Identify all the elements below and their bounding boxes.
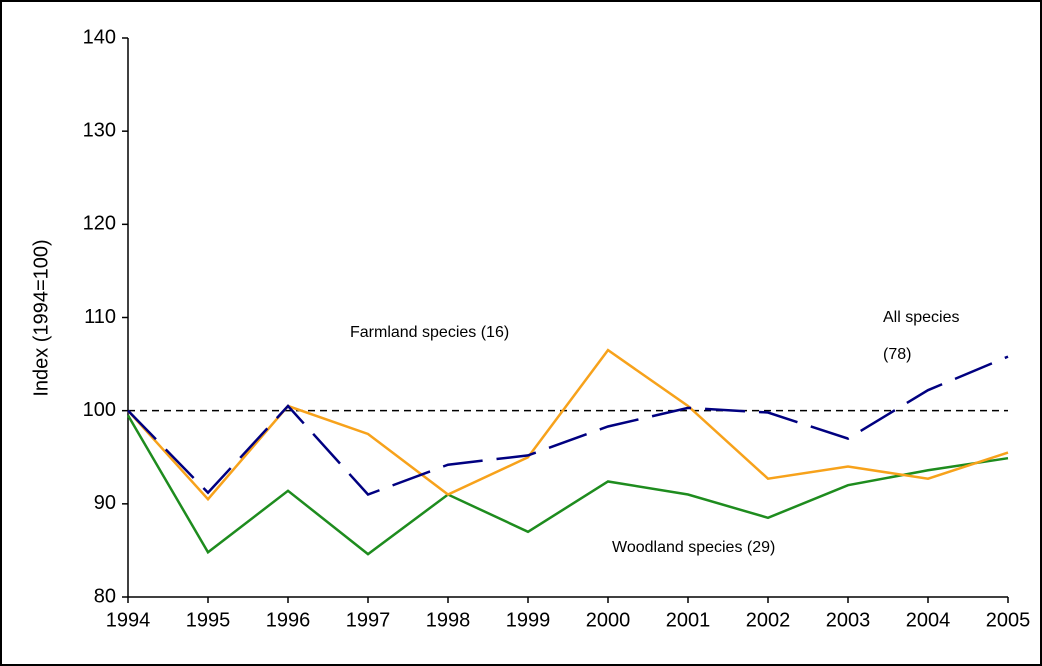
annotation: All species	[883, 309, 959, 326]
x-tick-label: 2004	[906, 609, 951, 631]
x-tick-label: 2000	[586, 609, 631, 631]
y-axis-label: Index (1994=100)	[30, 239, 52, 396]
y-tick-label: 80	[94, 585, 116, 607]
y-tick-label: 130	[83, 119, 116, 141]
y-tick-label: 110	[84, 306, 116, 328]
x-tick-label: 2003	[826, 609, 871, 631]
series-line	[127, 355, 1009, 496]
x-tick-label: 1995	[186, 609, 231, 631]
annotation: Farmland species (16)	[350, 324, 509, 341]
x-tick-label: 1999	[506, 609, 551, 631]
y-tick-label: 120	[83, 213, 116, 235]
x-tick-label: 1997	[346, 609, 391, 631]
series-line	[127, 348, 1009, 502]
x-tick-label: 2005	[986, 609, 1031, 631]
x-tick-label: 2001	[666, 609, 711, 631]
annotation: (78)	[883, 346, 911, 363]
x-tick-label: 1998	[426, 609, 471, 631]
annotation: Woodland species (29)	[612, 539, 775, 556]
x-tick-label: 2002	[746, 609, 791, 631]
y-tick-label: 90	[94, 492, 116, 514]
x-tick-label: 1994	[106, 609, 151, 631]
y-tick-label: 100	[83, 399, 116, 421]
series-line	[126, 414, 1009, 556]
x-tick-label: 1996	[266, 609, 311, 631]
y-tick-label: 140	[83, 26, 116, 48]
